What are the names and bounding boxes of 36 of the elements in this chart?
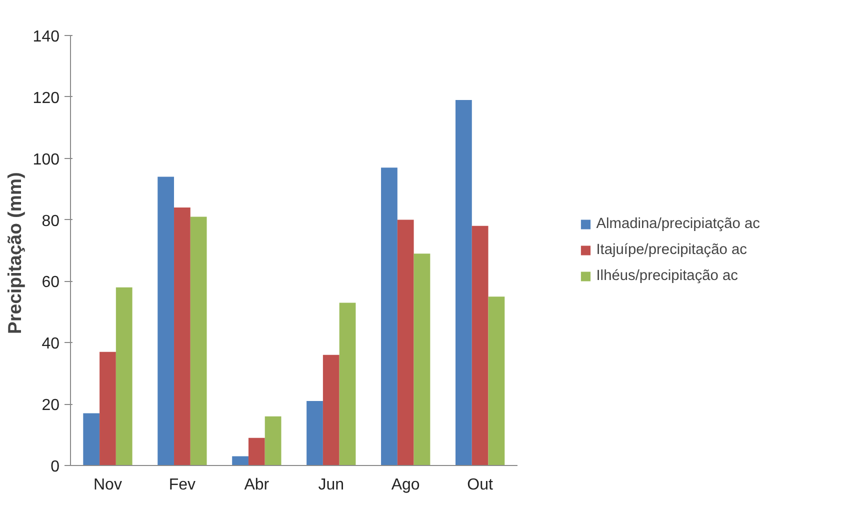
y-tick-label: 20 (42, 397, 60, 414)
bar (456, 100, 472, 466)
bar (322, 354, 340, 466)
legend-label: Almadina/precipiatção ac (596, 216, 760, 232)
x-tick-label: Ago (391, 476, 420, 494)
bar (232, 456, 248, 466)
y-tick-label: 100 (32, 151, 60, 168)
y-tick-label: 0 (50, 458, 60, 476)
y-tick-label: 60 (42, 274, 60, 292)
bar (264, 416, 282, 466)
bar (381, 168, 398, 466)
bar (190, 216, 207, 466)
bar (488, 296, 505, 466)
bar (83, 413, 100, 466)
x-tick-label: Nov (94, 476, 122, 494)
x-tick-label: Out (467, 476, 494, 494)
x-tick-label: Jun (318, 476, 344, 494)
y-tick-label: 80 (42, 212, 60, 230)
bar (414, 254, 430, 466)
bar (339, 302, 356, 466)
bar (116, 287, 132, 466)
y-tick-label: 120 (32, 90, 60, 107)
x-tick-label: Abr (244, 476, 270, 494)
bar (158, 176, 174, 466)
bar (306, 401, 323, 466)
y-tick-label: 40 (42, 336, 60, 353)
bar (472, 226, 488, 466)
legend-label: Ilhéus/precipitação ac (596, 268, 738, 284)
y-tick-label: 140 (32, 28, 60, 46)
x-tick-label: Fev (168, 476, 196, 494)
bar (100, 352, 116, 466)
y-axis-title: Precipitação (mm) (4, 172, 25, 334)
bar (397, 220, 414, 466)
bar (174, 208, 190, 466)
bar (248, 438, 265, 466)
legend-label: Itajuípe/precipitação ac (596, 242, 747, 258)
